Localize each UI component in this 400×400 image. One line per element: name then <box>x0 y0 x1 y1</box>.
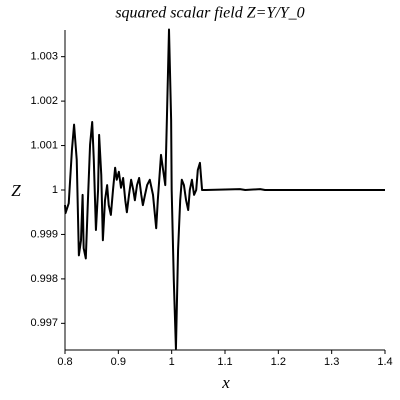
x-tick-label: 1.2 <box>271 356 286 368</box>
y-tick-label: 0.998 <box>30 273 58 285</box>
y-tick-label: 1.001 <box>30 139 58 151</box>
y-tick-label: 1 <box>52 184 58 196</box>
x-tick-label: 1 <box>169 356 175 368</box>
y-tick-label: 1.002 <box>30 95 58 107</box>
y-tick-label: 1.003 <box>30 51 58 63</box>
x-tick-label: 1.3 <box>324 356 339 368</box>
chart-title: squared scalar field Z=Y/Y_0 <box>115 5 304 22</box>
x-tick-label: 1.4 <box>377 356 392 368</box>
y-axis-label: Z <box>11 181 21 200</box>
y-tick-label: 0.999 <box>30 228 58 240</box>
x-tick-label: 1.1 <box>217 356 232 368</box>
y-tick-label: 0.997 <box>30 317 58 329</box>
x-axis-label: x <box>221 373 230 392</box>
x-tick-label: 0.9 <box>111 356 126 368</box>
data-line <box>64 28 385 350</box>
x-tick-label: 0.8 <box>57 356 72 368</box>
